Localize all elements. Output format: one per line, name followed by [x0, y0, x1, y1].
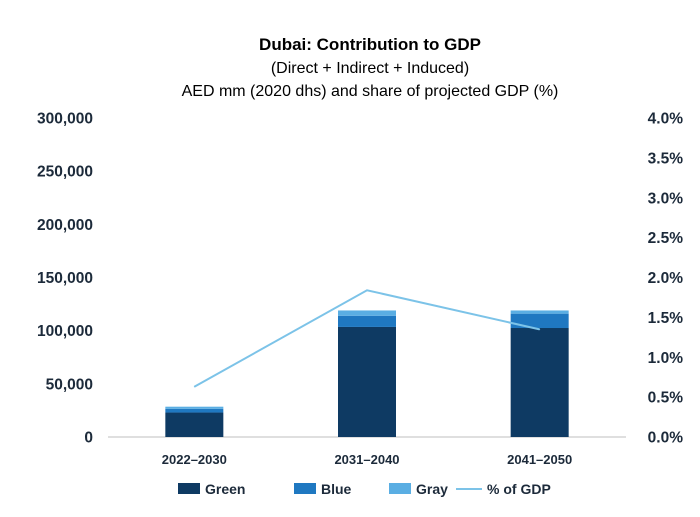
left-axis-tick-label: 200,000	[37, 217, 93, 234]
x-axis: 2022–2030 2031–2040 2041–2050	[162, 452, 572, 467]
gdp-share-line-series	[193, 289, 541, 388]
left-axis-tick-label: 250,000	[37, 164, 93, 181]
right-axis-tick-label: 3.5%	[648, 150, 684, 167]
right-axis-tick-label: 2.0%	[648, 270, 684, 287]
bar-gray-2	[338, 310, 396, 316]
chart-subtitle-1: (Direct + Indirect + Induced)	[271, 60, 469, 77]
left-axis-tick-label: 0	[84, 430, 93, 447]
gdp-share-point	[366, 289, 368, 291]
legend: Green Blue Gray % of GDP	[178, 481, 551, 497]
chart-title: Dubai: Contribution to GDP	[259, 35, 481, 54]
bar-green-3	[510, 328, 569, 437]
right-axis-tick-label: 1.0%	[648, 350, 684, 367]
legend-label-blue: Blue	[321, 481, 352, 497]
right-axis-tick-label: 0.5%	[648, 390, 684, 407]
right-axis-tick-label: 0.0%	[648, 430, 684, 447]
left-axis-tick-label: 50,000	[46, 376, 93, 393]
right-axis-tick-label: 2.5%	[648, 230, 684, 247]
bar-blue-3	[510, 313, 569, 329]
legend-swatch-blue	[294, 483, 316, 494]
x-axis-tick-label: 2022–2030	[162, 452, 227, 467]
right-axis-tick-label: 3.0%	[648, 190, 684, 207]
right-axis: 0.0% 0.5% 1.0% 1.5% 2.0% 2.5% 3.0% 3.5% 4.0%	[648, 111, 684, 447]
left-axis: 0 50,000 100,000 150,000 200,000 250,000 300,0…	[37, 111, 93, 447]
bar-gray-3	[510, 310, 569, 314]
x-axis-tick-label: 2041–2050	[507, 452, 572, 467]
left-axis-tick-label: 100,000	[37, 323, 93, 340]
right-axis-tick-label: 4.0%	[648, 111, 684, 128]
bars	[165, 310, 569, 437]
chart-subtitle-2: AED mm (2020 dhs) and share of projected…	[182, 83, 559, 100]
bar-blue-2	[338, 315, 396, 327]
left-axis-tick-label: 300,000	[37, 111, 93, 128]
legend-label-of-gdp: % of GDP	[487, 481, 551, 497]
legend-swatch-green	[178, 483, 200, 494]
gdp-share-point	[539, 328, 541, 330]
right-axis-tick-label: 1.5%	[648, 310, 684, 327]
bar-green-2	[338, 326, 396, 437]
legend-label-gray: Gray	[416, 481, 448, 497]
bar-green-1	[165, 412, 224, 437]
bar-gray-1	[165, 406, 224, 409]
legend-label-green: Green	[205, 481, 245, 497]
x-axis-tick-label: 2031–2040	[334, 452, 399, 467]
legend-swatch-gray	[389, 483, 411, 494]
bar-blue-1	[165, 408, 224, 413]
gdp-share-point	[193, 386, 195, 388]
left-axis-tick-label: 150,000	[37, 270, 93, 287]
